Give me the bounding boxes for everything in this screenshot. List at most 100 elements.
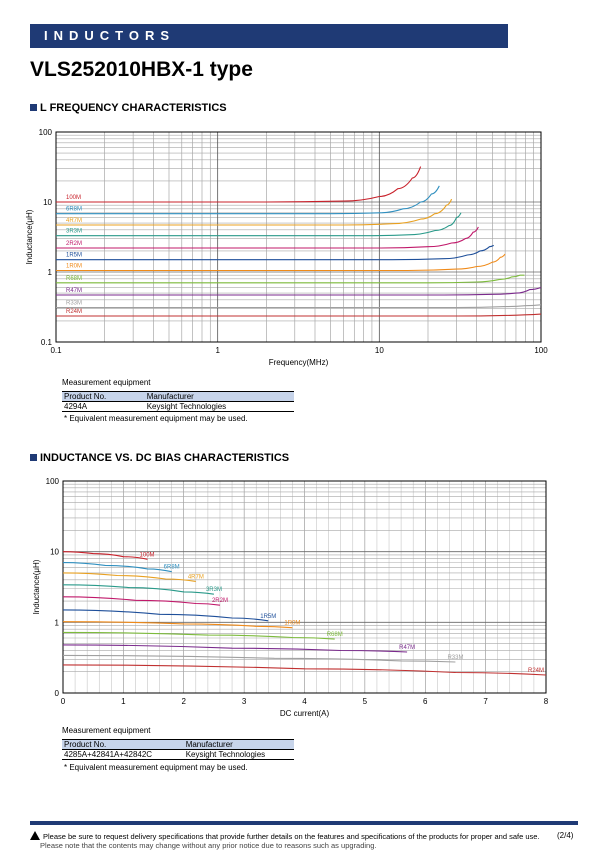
series-line-r24m xyxy=(55,313,542,317)
equipment-heading: Measurement equipment xyxy=(62,726,151,735)
x-tick-label: 100 xyxy=(534,346,548,355)
bullet-square-icon xyxy=(30,104,37,111)
footer-line1: Please be sure to request delivery speci… xyxy=(43,832,540,841)
series-label-3r3m: 3R3M xyxy=(206,587,222,593)
product-title: VLS252010HBX-1 type xyxy=(30,58,253,81)
series-label-r24m: R24M xyxy=(528,668,544,674)
cell-product: 4285A+42841A+42842C xyxy=(62,749,184,760)
x-tick-label: 4 xyxy=(302,697,307,706)
section-title-text: L FREQUENCY CHARACTERISTICS xyxy=(40,102,227,114)
series-line-4r7m xyxy=(62,572,196,582)
y-tick-label: 10 xyxy=(43,198,52,207)
series-line-r33m xyxy=(56,304,542,309)
plot-frame xyxy=(62,480,547,694)
x-tick-label: 10 xyxy=(375,346,384,355)
x-tick-label: 7 xyxy=(483,697,488,706)
y-tick-label: 1 xyxy=(48,268,53,277)
x-tick-label: 1 xyxy=(121,697,126,706)
series-line-1r0m xyxy=(56,253,506,272)
series-line-3r3m xyxy=(62,584,214,595)
y-axis-label: Inductance(μH) xyxy=(32,559,41,614)
series-line-r24m xyxy=(62,664,547,676)
series-label-100m: 100M xyxy=(140,552,155,558)
cell-manufacturer: Keysight Technologies xyxy=(183,749,294,760)
equipment-note: * Equivalent measurement equipment may b… xyxy=(64,763,248,772)
series-line-1r5m xyxy=(56,244,494,261)
series-line-r68m xyxy=(56,274,525,284)
series-label-100m: 100M xyxy=(66,195,81,201)
series-label-4r7m: 4R7M xyxy=(66,218,82,224)
table-row: 4285A+42841A+42842C Keysight Technologies xyxy=(62,749,294,760)
series-line-6r8m xyxy=(62,562,172,573)
series-label-3r3m: 3R3M xyxy=(66,229,82,235)
footer-bar xyxy=(30,821,578,825)
x-tick-label: 8 xyxy=(544,697,549,706)
col-manufacturer: Manufacturer xyxy=(144,391,294,402)
bullet-square-icon xyxy=(30,454,37,461)
series-line-r33m xyxy=(62,654,456,663)
series-line-r47m xyxy=(62,644,408,653)
x-tick-label: 2 xyxy=(182,697,187,706)
series-label-6r8m: 6R8M xyxy=(66,207,82,213)
table-row: 4294A Keysight Technologies xyxy=(62,401,294,412)
series-line-6r8m xyxy=(56,185,440,215)
series-line-3r3m xyxy=(56,212,462,237)
equipment-table: Product No. Manufacturer 4294A Keysight Te… xyxy=(62,391,294,412)
series-label-1r0m: 1R0M xyxy=(284,621,300,627)
section-title-text: INDUCTANCE VS. DC BIAS CHARACTERISTICS xyxy=(40,452,290,464)
l-frequency-chart: 0.1 1 10 100 0.1 1 10 100 Frequency(MHz) Inductan… xyxy=(25,128,548,367)
series-label-4r7m: 4R7M xyxy=(188,574,204,580)
col-manufacturer: Manufacturer xyxy=(183,739,294,750)
equipment-note: * Equivalent measurement equipment may b… xyxy=(64,414,248,423)
equipment-heading: Measurement equipment xyxy=(62,378,151,387)
page-number: (2/4) xyxy=(557,831,574,840)
y-tick-label: 100 xyxy=(39,128,53,137)
series-label-1r5m: 1R5M xyxy=(260,614,276,620)
section-title-l-frequency: L FREQUENCY CHARACTERISTICS xyxy=(30,102,227,114)
series-line-2r2m xyxy=(62,596,221,606)
y-tick-label: 0 xyxy=(55,689,60,698)
series-label-6r8m: 6R8M xyxy=(164,565,180,571)
series-line-1r0m xyxy=(62,621,293,629)
x-tick-label: 3 xyxy=(242,697,247,706)
series-line-2r2m xyxy=(56,226,479,249)
x-tick-label: 0.1 xyxy=(50,346,62,355)
series-line-1r5m xyxy=(62,609,269,622)
series-label-1r0m: 1R0M xyxy=(66,264,82,270)
plot-frame xyxy=(55,131,542,343)
dc-bias-chart: 0 1 2 3 4 5 6 7 8 0 1 10 100 DC current(A) Inductance(… xyxy=(32,477,549,718)
series-line-4r7m xyxy=(56,198,453,226)
x-tick-label: 0 xyxy=(61,697,66,706)
series-label-r47m: R47M xyxy=(66,288,82,294)
series-label-2r2m: 2R2M xyxy=(212,598,228,604)
y-tick-label: 0.1 xyxy=(41,338,53,347)
equipment-table: Product No. Manufacturer 4285A+42841A+428… xyxy=(62,739,294,760)
series-label-r68m: R68M xyxy=(327,632,343,638)
col-product: Product No. xyxy=(62,739,184,750)
cell-manufacturer: Keysight Technologies xyxy=(144,401,294,412)
cell-product: 4294A xyxy=(62,401,145,412)
x-tick-label: 6 xyxy=(423,697,428,706)
series-line-r47m xyxy=(56,286,542,296)
col-product: Product No. xyxy=(62,391,145,402)
series-line-r68m xyxy=(62,631,335,640)
y-tick-label: 10 xyxy=(50,548,59,557)
x-axis-label: Frequency(MHz) xyxy=(269,358,329,367)
series-label-r33m: R33M xyxy=(66,301,82,307)
series-line-100m xyxy=(62,551,148,560)
y-tick-label: 1 xyxy=(55,618,60,627)
series-label-r33m: R33M xyxy=(447,655,463,661)
series-label-r68m: R68M xyxy=(66,276,82,282)
y-axis-label: Inductance(μH) xyxy=(25,209,34,264)
series-line-100m xyxy=(55,166,422,203)
series-label-1r5m: 1R5M xyxy=(66,253,82,259)
series-label-r24m: R24M xyxy=(66,309,82,315)
warning-icon xyxy=(30,831,40,840)
x-tick-label: 5 xyxy=(363,697,368,706)
section-title-dc-bias: INDUCTANCE VS. DC BIAS CHARACTERISTICS xyxy=(30,452,289,464)
footer-notice: Please be sure to request delivery speci… xyxy=(30,831,578,841)
x-tick-label: 1 xyxy=(215,346,220,355)
series-label-r47m: R47M xyxy=(399,645,415,651)
y-tick-label: 100 xyxy=(46,477,60,486)
banner-text: INDUCTORS xyxy=(44,28,176,43)
